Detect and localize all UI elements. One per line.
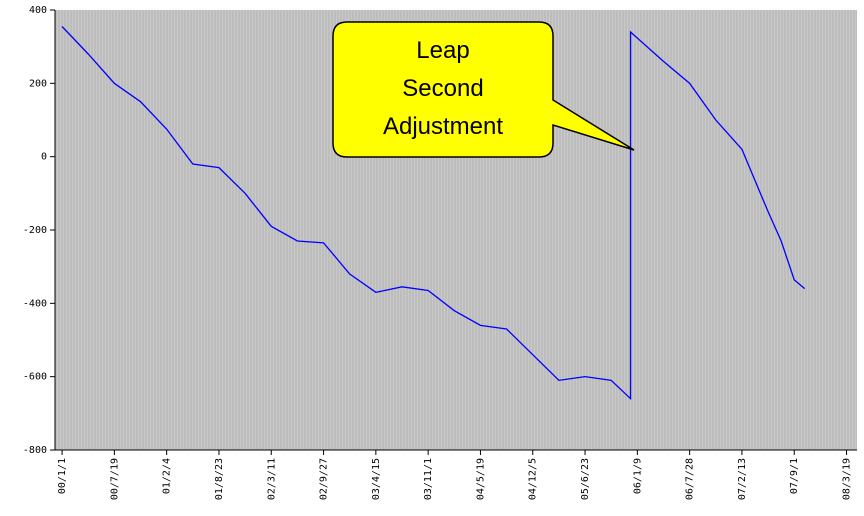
y-tick-label: -200	[23, 225, 47, 236]
x-tick-label: 03/11/1	[423, 458, 434, 500]
x-tick-label: 00/1/1	[57, 458, 68, 494]
y-tick-label: 200	[29, 78, 47, 89]
y-tick-label: 400	[29, 5, 47, 16]
annotation-line: Leap	[416, 37, 469, 64]
y-tick-label: -800	[23, 445, 47, 456]
x-tick-label: 07/2/13	[737, 458, 748, 500]
x-tick-label: 06/7/28	[685, 458, 696, 500]
y-tick-label: -400	[23, 298, 47, 309]
x-tick-label: 07/9/1	[789, 458, 800, 494]
data-line	[61, 26, 806, 401]
y-tick-label: 0	[41, 152, 47, 163]
x-tick-label: 02/3/11	[266, 458, 277, 500]
x-tick-label: 04/12/5	[528, 458, 539, 500]
x-tick-label: 04/5/19	[475, 458, 486, 500]
x-tick-label: 01/2/4	[162, 458, 173, 494]
callout-box	[332, 21, 635, 158]
x-tick-label: 05/6/23	[580, 458, 591, 500]
y-tick-label: -600	[23, 372, 47, 383]
callout: Leap Second Adjustment	[332, 21, 635, 158]
x-tick-label: 00/7/19	[109, 458, 120, 500]
annotation-line: Adjustment	[383, 113, 503, 140]
annotation-line: Second	[402, 75, 483, 102]
x-tick-label: 01/8/23	[214, 458, 225, 500]
x-tick-label: 02/9/27	[319, 458, 330, 500]
x-tick-label: 08/3/19	[842, 458, 853, 500]
x-tick-label: 06/1/9	[632, 458, 643, 494]
x-tick-label: 03/4/15	[371, 458, 382, 500]
